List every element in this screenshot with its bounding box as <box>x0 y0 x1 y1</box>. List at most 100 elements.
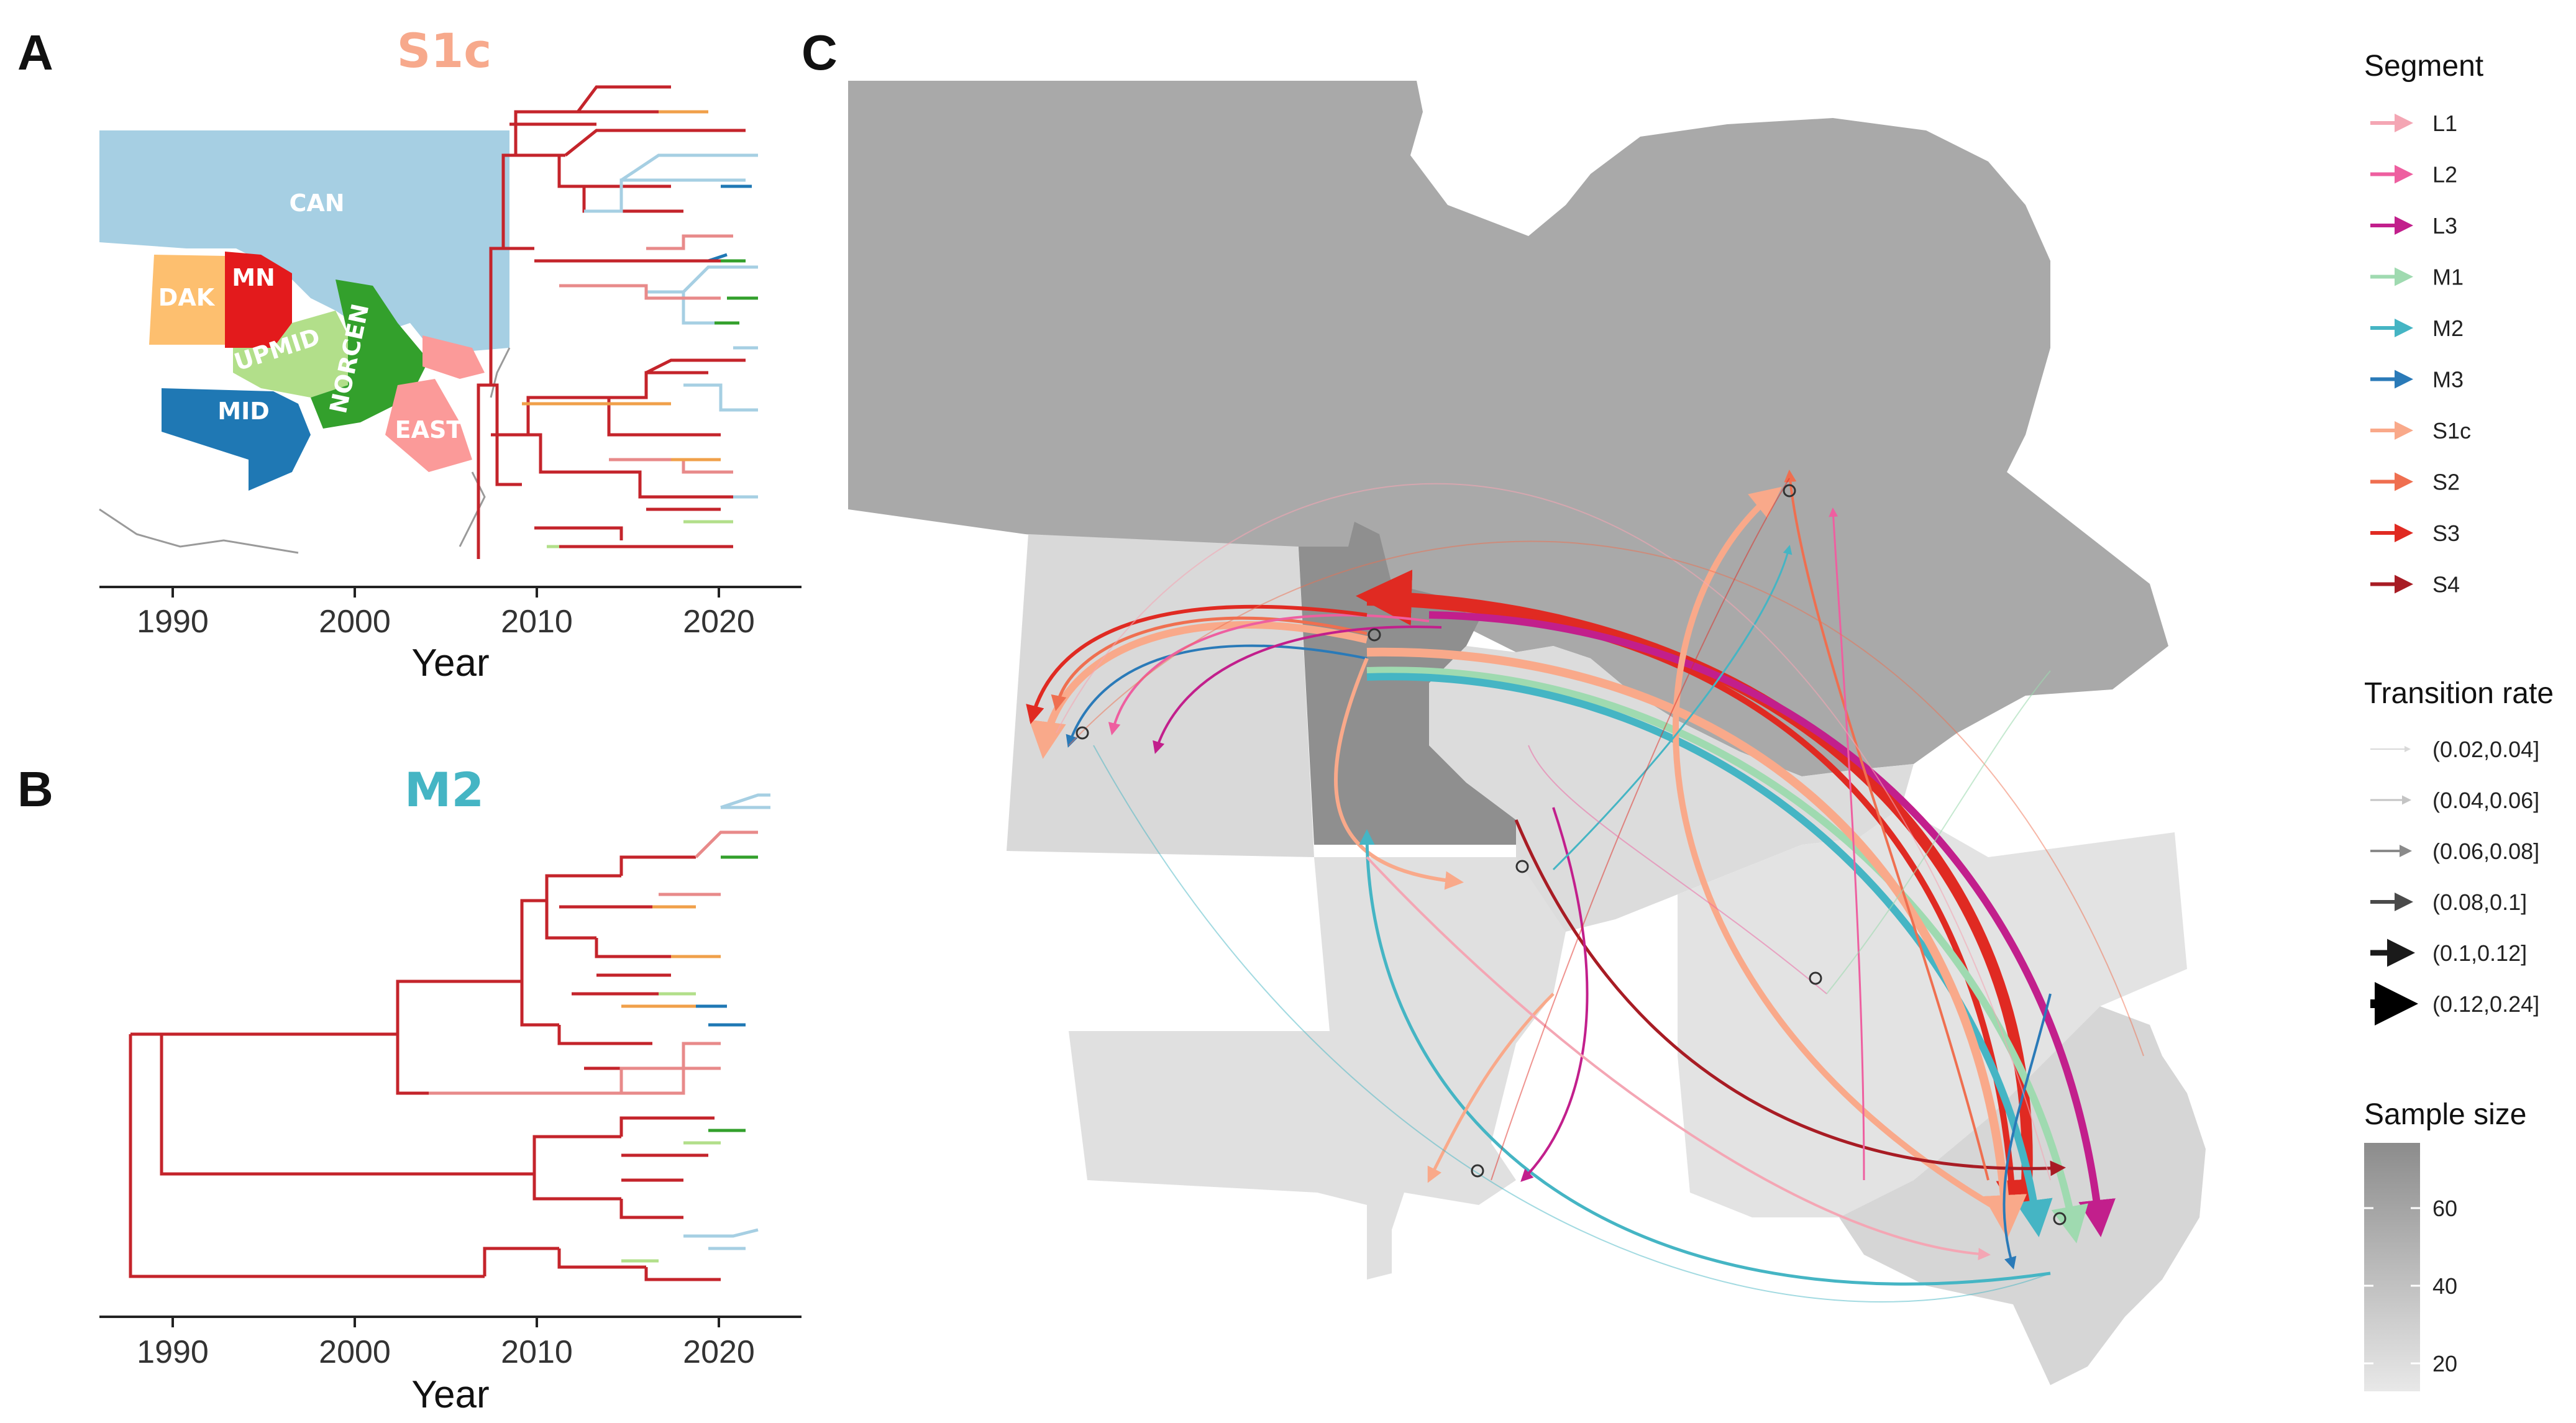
arrow-l3-west <box>1153 625 1442 754</box>
axis-a: 1990 2000 2010 2020 Year <box>99 586 802 684</box>
panel-b: B M2 1990 2000 2010 2020 Year <box>17 762 802 1416</box>
arrow-s1c-south <box>1427 993 1555 1183</box>
sample-label-40: 40 <box>2432 1273 2457 1299</box>
segment-legend: L1 L2 L3 M1 M2 M3 S1c S2 S3 S4 <box>2370 111 2471 598</box>
arrow-l3-mid <box>1520 807 1589 1182</box>
panel-b-title: M2 <box>404 762 485 817</box>
arrow-l3-major <box>1428 611 2116 1237</box>
arrow-thin-2 <box>1068 540 2144 1057</box>
map-dak <box>1007 534 1314 857</box>
axis-a-label-1990: 1990 <box>137 604 209 640</box>
centroid-can <box>1783 484 1796 498</box>
legend-label-s3: S3 <box>2432 521 2460 546</box>
axis-a-label-2020: 2020 <box>683 604 755 640</box>
region-label-east: EAST <box>395 416 463 443</box>
panel-c-letter: C <box>802 25 838 80</box>
arrow-s2-west <box>1051 616 1368 711</box>
arrow-m3-south <box>2003 993 2052 1270</box>
region-dak <box>149 255 225 345</box>
map-mn <box>1299 522 1516 845</box>
sample-label-20: 20 <box>2432 1351 2457 1376</box>
centroid-norcen <box>1809 971 1822 985</box>
panel-a-letter: A <box>17 25 53 80</box>
arrow-thin-5 <box>1826 670 2051 994</box>
axis-b-label-2020: 2020 <box>683 1334 755 1370</box>
arrow-l2-north <box>1829 507 1865 1181</box>
arrow-s1c-major <box>1366 647 2027 1239</box>
axis-a-label-2010: 2010 <box>501 604 573 640</box>
region-label-mid: MID <box>217 398 270 425</box>
sample-size-colorbar <box>2364 1143 2420 1391</box>
region-label-dak: DAK <box>158 284 216 311</box>
rate-legend: (0.02,0.04] (0.04,0.06] (0.06,0.08] (0.08,0… <box>2370 737 2539 1025</box>
legend-sample-title: Sample size <box>2364 1098 2526 1131</box>
rate-label-1: (0.04,0.06] <box>2432 788 2539 813</box>
legend-label-l3: L3 <box>2432 213 2457 239</box>
rate-label-2: (0.06,0.08] <box>2432 839 2539 864</box>
arrow-m2-north <box>1552 545 1793 871</box>
axis-b-title: Year <box>411 1373 489 1416</box>
arrow-s1c-mid <box>1334 657 1464 890</box>
region-label-mn: MN <box>232 264 275 291</box>
legend-label-m2: M2 <box>2432 316 2464 341</box>
legend-label-s2: S2 <box>2432 470 2460 495</box>
legend-segment-title: Segment <box>2364 50 2483 83</box>
arrow-s1c-north <box>1672 486 2015 1221</box>
arrow-s1c-west <box>1029 621 1368 759</box>
arrow-l1-south <box>1366 856 1991 1260</box>
legend-label-s1c: S1c <box>2432 418 2471 443</box>
legend-label-l1: L1 <box>2432 111 2457 136</box>
region-can <box>99 130 509 354</box>
region-label-can: CAN <box>289 189 344 217</box>
sample-label-60: 60 <box>2432 1196 2457 1221</box>
arrow-s3-2 <box>1366 599 2027 1211</box>
arrow-m2-major <box>1366 673 2053 1237</box>
legend-label-l2: L2 <box>2432 162 2457 188</box>
arrow-thin-6 <box>1528 745 1827 994</box>
rate-label-5: (0.12,0.24] <box>2432 991 2539 1017</box>
arrow-l2-west <box>1108 614 1430 735</box>
arrow-thin-3 <box>1093 745 2051 1303</box>
region-mid <box>162 388 311 491</box>
map-norcen <box>1678 807 2187 1217</box>
axis-a-title: Year <box>411 642 489 684</box>
tree-b <box>129 793 770 1281</box>
transition-arrows <box>1026 470 2144 1303</box>
panel-c: C <box>802 25 2206 1385</box>
arrow-m2-mid <box>1359 829 2051 1286</box>
arrow-m3-west <box>1066 644 1368 748</box>
axis-a-label-2000: 2000 <box>319 604 391 640</box>
arrow-s4-east <box>1514 819 2066 1176</box>
legend-label-m1: M1 <box>2432 265 2464 290</box>
axis-b: 1990 2000 2010 2020 Year <box>99 1316 802 1416</box>
region-east <box>385 335 485 472</box>
region-upmid <box>233 311 348 398</box>
centroid-upmid <box>1515 860 1529 873</box>
centroid-dak <box>1076 726 1089 740</box>
map-upmid <box>1429 646 1914 932</box>
legend-label-m3: M3 <box>2432 367 2464 393</box>
arrow-thin-1 <box>1056 483 2051 1181</box>
rate-label-4: (0.1,0.12] <box>2432 940 2527 966</box>
axis-b-label-2010: 2010 <box>501 1334 573 1370</box>
arrow-s3-west <box>1026 604 1368 724</box>
arrow-thin-4 <box>1491 478 1790 1181</box>
centroid-mid <box>1471 1164 1484 1178</box>
legend: Segment L1 L2 L3 M1 M2 M3 S1c S2 S3 S4 Transition… <box>2364 50 2554 1391</box>
legend-label-s4: S4 <box>2432 572 2460 598</box>
panel-a-title: S1c <box>397 23 492 78</box>
axis-b-label-2000: 2000 <box>319 1334 391 1370</box>
panel-b-letter: B <box>17 762 53 817</box>
tree-a <box>477 85 758 559</box>
legend-rate-title: Transition rate <box>2364 677 2554 710</box>
centroid-mn <box>1368 628 1381 642</box>
region-mn <box>225 252 292 348</box>
centroid-east <box>2053 1212 2067 1225</box>
rate-label-0: (0.02,0.04] <box>2432 737 2539 762</box>
arrow-s2-north <box>1784 470 1989 1181</box>
centroid-markers <box>1076 484 2067 1225</box>
arrow-m1-major <box>1366 666 2088 1243</box>
